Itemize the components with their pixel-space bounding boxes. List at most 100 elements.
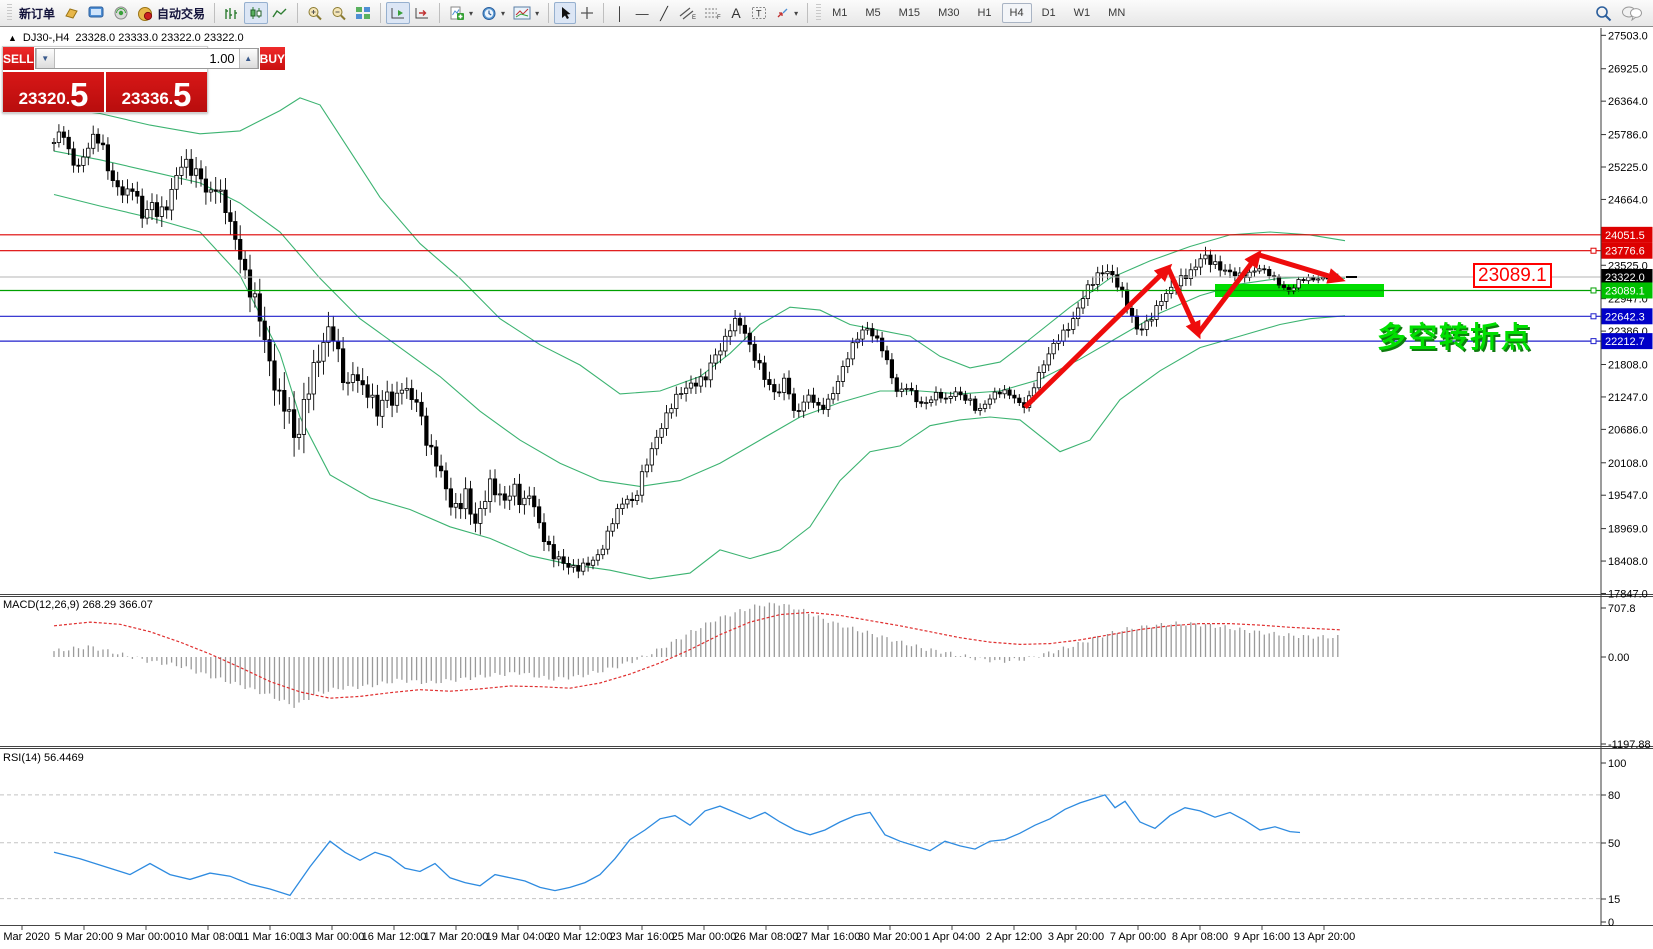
crosshair-tool-button[interactable]: [576, 2, 598, 24]
main-pane: [51, 97, 1384, 580]
trendline-icon: ╱: [660, 5, 668, 21]
timeframe-button-MN[interactable]: MN: [1108, 7, 1126, 19]
crosshair-icon: [581, 7, 594, 19]
new-order-button[interactable]: 新订单: [15, 2, 59, 24]
cursor-tool-button[interactable]: [554, 2, 577, 24]
price-tick-label: 0: [1608, 917, 1614, 929]
channel-tool-button[interactable]: E: [675, 2, 700, 24]
buy-button[interactable]: BUY: [259, 47, 286, 70]
price-tick-label: 27503.0: [1608, 30, 1648, 42]
trade-panel-top-row: SELL ▼ ▲ BUY: [3, 47, 286, 70]
price-tick-label: 707.8: [1608, 603, 1636, 615]
trendline-tool-button[interactable]: ╱: [653, 2, 675, 24]
candlestick-mode-button[interactable]: [244, 2, 269, 24]
vertical-line-icon: │: [616, 5, 625, 21]
price-tick-label: 100: [1608, 758, 1626, 770]
sell-price[interactable]: 23320 . 5: [3, 72, 104, 112]
vertical-line-tool-button[interactable]: │: [609, 2, 631, 24]
horizontal-line-tool-button[interactable]: —: [631, 2, 653, 24]
price-tick-label: 80: [1608, 790, 1620, 802]
volume-decrease-button[interactable]: ▼: [35, 49, 55, 68]
main-toolbar: 新订单 自动交易 ▾ ▾: [0, 0, 1653, 27]
time-axis-label: 4 Mar 2020: [0, 931, 50, 943]
toolbar-grip: [7, 4, 12, 22]
price-tick-label: 26364.0: [1608, 96, 1648, 108]
volume-input[interactable]: [54, 49, 239, 68]
timeframe-button-W1[interactable]: W1: [1073, 7, 1091, 19]
chart-shift-icon: [415, 8, 429, 19]
zoom-out-button[interactable]: [327, 2, 351, 24]
gold-symbol-icon[interactable]: [59, 2, 84, 24]
time-axis-label: 16 Mar 12:00: [361, 931, 427, 943]
price-tick-label: 15: [1608, 894, 1620, 906]
buy-price-main: 23336: [121, 89, 169, 108]
price-level-label: 22642.3: [1605, 311, 1645, 323]
monitor-icon: [88, 6, 104, 18]
macd-label: MACD(12,26,9) 268.29 366.07: [3, 599, 153, 611]
timeframe-button-M1[interactable]: M1: [832, 7, 848, 19]
text-label-tool-button[interactable]: T: [747, 2, 771, 24]
zoom-in-button[interactable]: [303, 2, 327, 24]
templates-button[interactable]: ▾: [509, 2, 543, 24]
chart-header: ▲ DJ30-,H4 23328.0 23333.0 23322.0 23322…: [8, 32, 244, 44]
signal-button[interactable]: [109, 2, 133, 24]
indicators-button[interactable]: ▾: [445, 2, 477, 24]
text-tool-button[interactable]: A: [725, 2, 747, 24]
auto-trading-label: 自动交易: [157, 6, 206, 21]
buy-price[interactable]: 23336 . 5: [106, 72, 207, 112]
price-tick-label: 20108.0: [1608, 458, 1648, 470]
timeframe-button-M15[interactable]: M15: [898, 7, 921, 19]
time-axis-label: 30 Mar 20:00: [857, 931, 923, 943]
price-tick-label: -1197.88: [1608, 739, 1651, 751]
auto-trading-button[interactable]: 自动交易: [133, 2, 209, 24]
trade-panel-price-row: 23320 . 5 23336 . 5: [3, 70, 207, 112]
chart-ohlc-quotes: 23328.0 23333.0 23322.0 23322.0: [75, 32, 244, 44]
timeframe-button-M30[interactable]: M30: [938, 7, 960, 19]
timeframe-button-M5[interactable]: M5: [865, 7, 881, 19]
fibonacci-tool-button[interactable]: F: [700, 2, 725, 24]
price-tick-label: 0.00: [1608, 652, 1629, 664]
timeframe-button-H4[interactable]: H4: [1001, 3, 1032, 23]
search-icon[interactable]: [1595, 5, 1613, 22]
chart-shift-button[interactable]: [410, 2, 434, 24]
collapse-triangle-icon[interactable]: ▲: [8, 33, 17, 43]
time-axis-ticks: [21, 926, 1325, 930]
toolbar-right-group: [1595, 5, 1649, 22]
time-axis-label: 13 Apr 20:00: [1292, 931, 1356, 943]
time-axis-label: 3 Apr 20:00: [1047, 931, 1105, 943]
zoom-in-icon: [308, 6, 322, 20]
chat-icon[interactable]: [1621, 5, 1643, 21]
bar-chart-mode-button[interactable]: [220, 2, 244, 24]
toolbar-separator: [439, 3, 441, 23]
time-axis-label: 19 Mar 04:00: [485, 931, 551, 943]
time-axis-label: 13 Mar 00:00: [299, 931, 365, 943]
trend-arrows: [1023, 249, 1346, 409]
price-tick-label: 21808.0: [1608, 360, 1648, 372]
toolbar-separator: [603, 3, 605, 23]
time-axis-label: 2 Apr 12:00: [985, 931, 1043, 943]
time-axis-label: 9 Apr 16:00: [1233, 931, 1291, 943]
market-watch-button[interactable]: [84, 2, 109, 24]
tile-windows-button[interactable]: [351, 2, 375, 24]
arrows-tool-button[interactable]: ▾: [771, 2, 802, 24]
timeframe-button-D1[interactable]: D1: [1041, 7, 1056, 19]
price-tick-label: 20686.0: [1608, 424, 1648, 436]
turning-point-annotation: 多空转折点: [1377, 322, 1533, 354]
signal-icon: [114, 6, 128, 20]
time-axis-label: 23 Mar 16:00: [609, 931, 675, 943]
auto-scroll-button[interactable]: [386, 2, 411, 24]
timeframe-button-H1[interactable]: H1: [977, 7, 992, 19]
time-axis-label: 20 Mar 12:00: [547, 931, 613, 943]
price-level-label: 23089.1: [1605, 285, 1645, 297]
timeframe-group: M1 M5 M15 M30 H1 H4 D1 W1 MN: [824, 3, 1133, 23]
volume-increase-button[interactable]: ▲: [238, 49, 258, 68]
toolbar-separator: [297, 3, 299, 23]
line-chart-mode-button[interactable]: [268, 2, 292, 24]
bar-chart-icon: [225, 8, 238, 19]
periods-button[interactable]: ▾: [477, 2, 509, 24]
fibonacci-icon: F: [705, 8, 721, 20]
sell-button[interactable]: SELL: [3, 47, 34, 70]
price-tick-label: 19547.0: [1608, 490, 1648, 502]
price-level-label: 23776.6: [1605, 246, 1645, 258]
